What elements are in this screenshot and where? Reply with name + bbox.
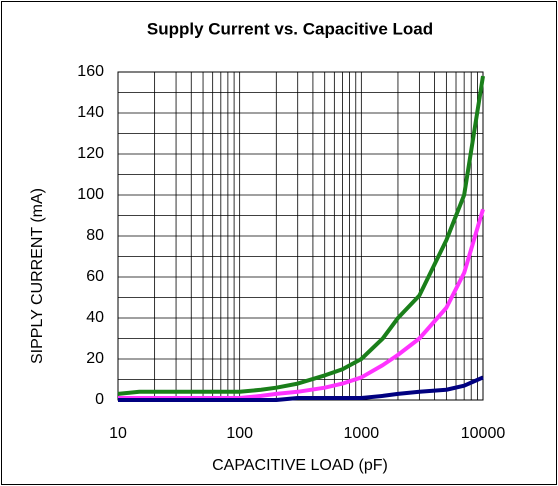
x-tick-label: 100 <box>226 425 253 442</box>
y-tick-label: 40 <box>86 309 104 326</box>
y-tick-label: 160 <box>77 63 104 80</box>
chart-title: Supply Current vs. Capacitive Load <box>147 19 433 38</box>
series-line <box>118 375 484 402</box>
series-line <box>118 208 485 400</box>
y-tick-label: 100 <box>77 186 104 203</box>
y-tick-label: 140 <box>77 104 104 121</box>
y-tick-label: 0 <box>95 391 104 408</box>
x-tick-label: 10 <box>109 425 127 442</box>
series-line <box>117 75 485 396</box>
y-tick-label: 80 <box>86 227 104 244</box>
x-axis-label: CAPACITIVE LOAD (pF) <box>212 457 388 474</box>
x-tick-label: 10000 <box>461 425 506 442</box>
y-axis-label: SIPPLY CURRENT (mA) <box>29 188 46 364</box>
y-tick-label: 120 <box>77 145 104 162</box>
y-tick-label: 20 <box>86 350 104 367</box>
y-tick-label: 60 <box>86 268 104 285</box>
plot-border <box>117 71 484 401</box>
x-tick-label: 1000 <box>344 425 380 442</box>
y-axis-label-group: SIPPLY CURRENT (mA) <box>29 188 46 364</box>
